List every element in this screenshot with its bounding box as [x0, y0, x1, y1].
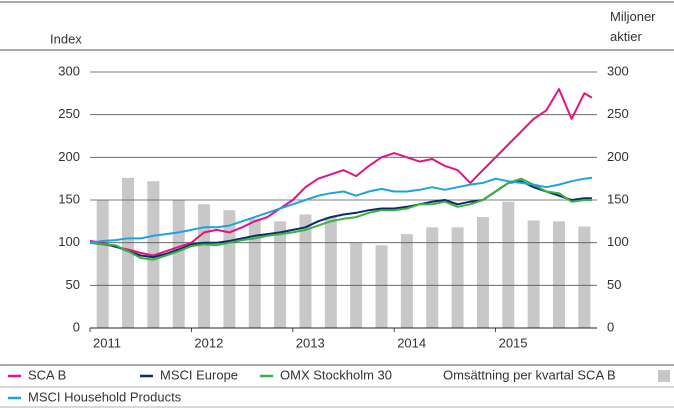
bar [502, 201, 515, 328]
y2-tick-label: 0 [607, 319, 614, 334]
legend-item: MSCI Household Products [8, 389, 182, 404]
y-tick-label: 200 [58, 149, 80, 164]
y2-axis-label: Miljoner aktier [610, 9, 656, 44]
y2-tick-label: 50 [607, 277, 621, 292]
legend-label: OMX Stockholm 30 [280, 367, 392, 382]
bar [122, 177, 135, 328]
bar [274, 221, 287, 328]
y-tick-label: 250 [58, 106, 80, 121]
y-tick-label: 0 [73, 319, 80, 334]
line-series [89, 88, 593, 257]
bar [96, 200, 109, 328]
y2-tick-label: 150 [607, 191, 629, 206]
bar [476, 217, 489, 328]
bar [324, 217, 337, 328]
legend-label: MSCI Household Products [28, 389, 182, 404]
bar [248, 218, 261, 328]
bar [552, 221, 565, 328]
bar [223, 210, 236, 328]
y2-tick-label: 300 [607, 63, 629, 78]
legend-label: Omsättning per kvartal SCA B [443, 367, 616, 382]
x-tick-label: 2012 [194, 335, 223, 350]
y-tick-label: 100 [58, 234, 80, 249]
y2-tick-label: 100 [607, 234, 629, 249]
legend-item: OMX Stockholm 30 [260, 367, 392, 382]
legend-label: MSCI Europe [160, 367, 238, 382]
bar [527, 220, 540, 328]
bar [400, 234, 413, 328]
bar [426, 227, 439, 328]
bar [451, 227, 464, 328]
bar [578, 226, 591, 328]
bar [198, 204, 211, 328]
x-tick-label: 2014 [397, 335, 426, 350]
x-tick-label: 2015 [499, 335, 528, 350]
legend-item: SCA B [8, 367, 66, 382]
legend-label: SCA B [28, 367, 66, 382]
bar [172, 200, 185, 328]
line-series [89, 176, 593, 244]
legend-item: MSCI Europe [140, 367, 238, 382]
x-tick-label: 2011 [93, 335, 121, 350]
y2-tick-label: 200 [607, 149, 629, 164]
y2-tick-label: 250 [607, 106, 629, 121]
y-tick-label: 50 [66, 277, 80, 292]
x-tick-label: 2013 [296, 335, 325, 350]
legend-item: Omsättning per kvartal SCA B [443, 367, 670, 382]
y-tick-label: 300 [58, 63, 80, 78]
y-axis-label: Index [50, 31, 82, 46]
legend-swatch [658, 370, 670, 382]
y-tick-label: 150 [58, 191, 80, 206]
bar [375, 245, 388, 328]
